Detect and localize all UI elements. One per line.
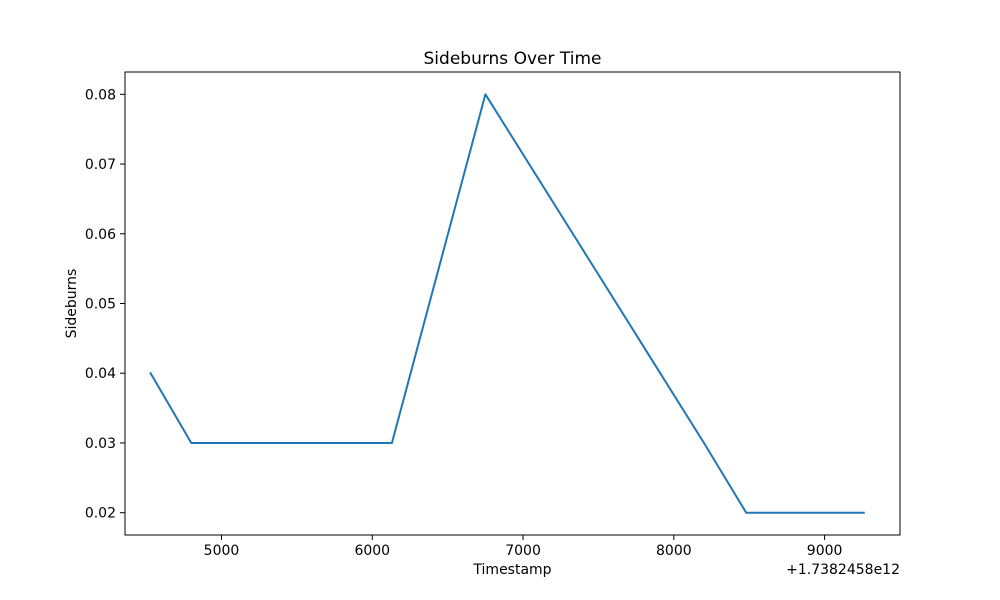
x-offset-label: +1.7382458e12 [786,562,900,578]
x-tick-label: 8000 [656,543,692,559]
x-tick-label: 7000 [505,543,541,559]
x-tick-label: 9000 [807,543,843,559]
x-tick-label: 6000 [354,543,390,559]
y-tick-label: 0.07 [85,157,116,173]
y-tick-label: 0.04 [85,366,116,382]
x-axis-label: Timestamp [472,562,551,578]
y-axis-label: Sideburns [64,269,80,339]
y-tick-label: 0.05 [85,297,116,313]
y-tick-label: 0.03 [85,436,116,452]
y-tick-label: 0.06 [85,227,116,243]
y-tick-label: 0.02 [85,506,116,522]
chart-title: Sideburns Over Time [424,49,602,69]
series-line [149,93,865,514]
y-tick-label: 0.08 [85,87,116,103]
plot-frame [124,71,901,536]
x-tick-label: 5000 [204,543,240,559]
